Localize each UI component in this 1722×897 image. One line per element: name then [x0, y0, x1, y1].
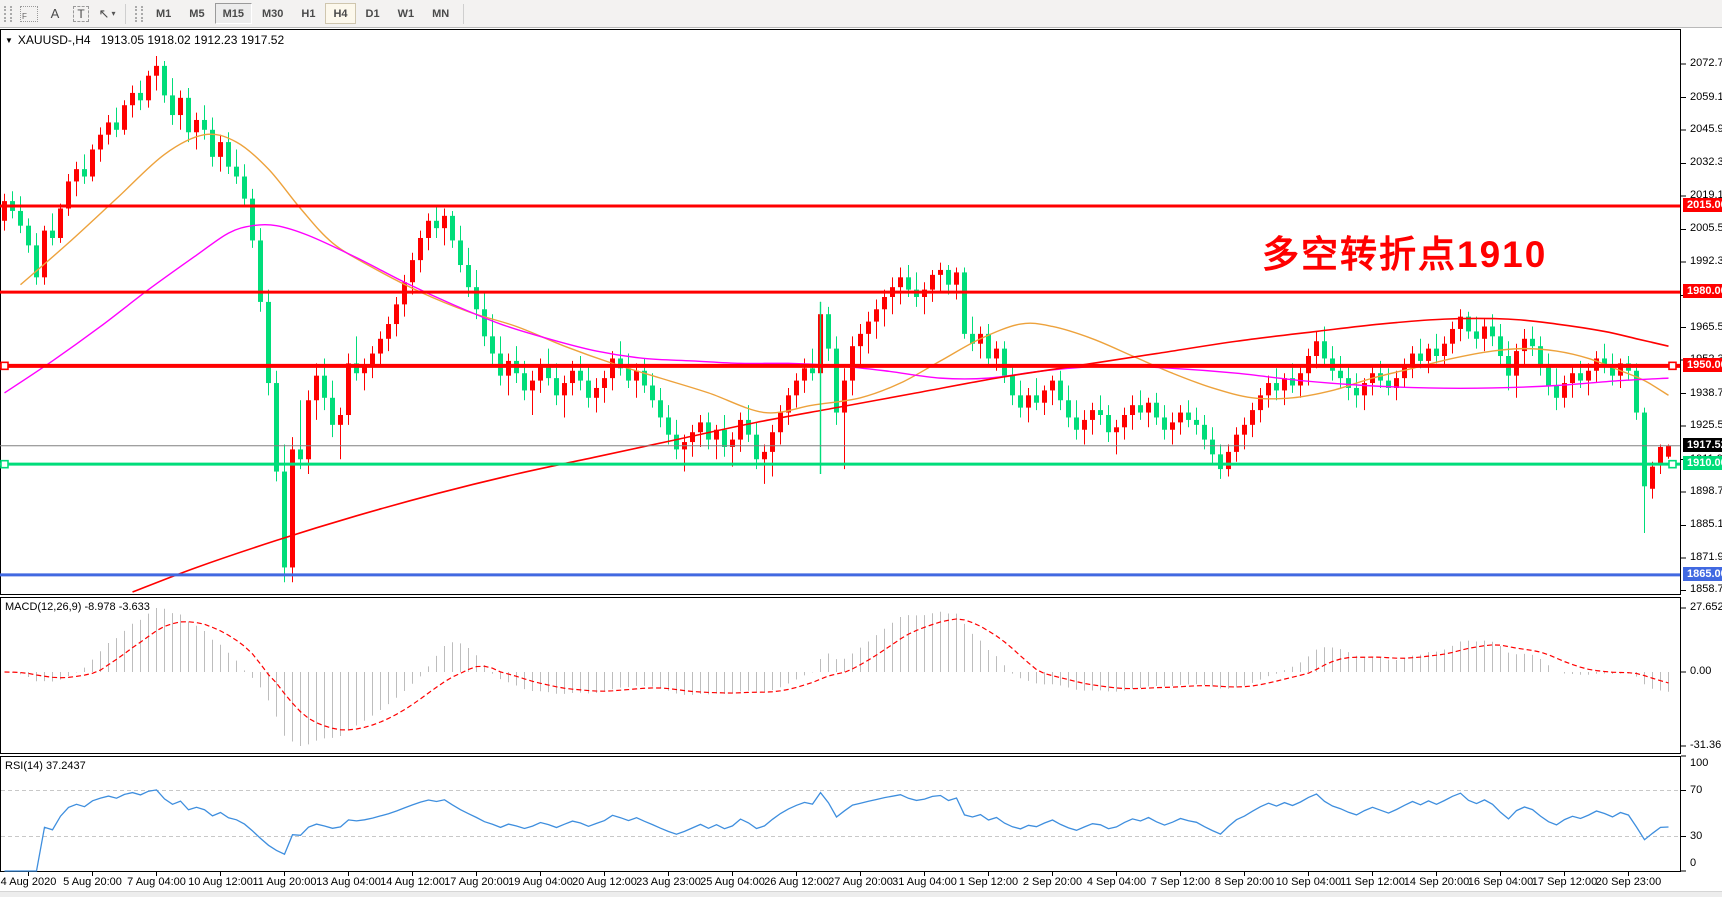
price-tick-label: 2072.70 [1690, 57, 1722, 70]
time-axis-label[interactable]: 4 Aug 2020 [0, 876, 57, 888]
toolbar-separator [125, 3, 126, 24]
time-axis-label[interactable]: 1 Sep 12:00 [958, 876, 1019, 888]
ma-medium-line [4, 223, 1669, 394]
time-axis-label[interactable]: 17 Sep 12:00 [1531, 876, 1598, 888]
toolbar-separator-end [463, 3, 465, 24]
time-axis-label[interactable]: 20 Aug 12:00 [572, 876, 637, 888]
time-axis-label[interactable]: 23 Aug 23:00 [636, 876, 701, 888]
time-axis-label[interactable]: 14 Sep 20:00 [1403, 876, 1470, 888]
current-price-label: 1917.52 [1683, 437, 1722, 452]
time-axis-label[interactable]: 25 Aug 04:00 [700, 876, 765, 888]
price-tick-label: 1871.90 [1690, 550, 1722, 563]
chart-text-annotation[interactable]: 多空转折点1910 [1262, 234, 1548, 275]
hline-price-label: 1865.00 [1683, 566, 1722, 581]
price-tick-label: 1965.50 [1690, 320, 1722, 333]
toolbar: F A T ↖ ▾ M1 M5 M15 M30 H1 H4 D1 W1 MN [0, 0, 1722, 28]
time-axis-label[interactable]: 17 Aug 20:00 [444, 876, 509, 888]
tf-button-M15[interactable]: M15 [214, 3, 252, 24]
rsi-indicator-label: RSI(14) 37.2437 [5, 760, 86, 772]
time-axis-label[interactable]: 8 Sep 20:00 [1214, 876, 1275, 888]
time-axis-label[interactable]: 14 Aug 12:00 [380, 876, 445, 888]
chart-symbol-period: XAUUSD-,H4 [17, 33, 91, 47]
chart-ohlc-values: 1913.05 1918.02 1912.23 1917.52 [100, 33, 285, 47]
tf-button-D1[interactable]: D1 [365, 7, 380, 20]
tf-button-H1[interactable]: H1 [301, 7, 316, 20]
hline-price-label: 1980.00 [1683, 284, 1722, 299]
chart-title: ▼ XAUUSD-,H4 1913.05 1918.02 1912.23 191… [5, 33, 284, 47]
tf-button-H4[interactable]: H4 [325, 3, 356, 24]
time-axis-label[interactable]: 11 Sep 12:00 [1340, 876, 1405, 888]
text-box-button[interactable]: T [71, 4, 91, 24]
time-axis-label[interactable]: 16 Sep 04:00 [1467, 876, 1534, 888]
hline-handle[interactable] [0, 459, 9, 469]
time-axis-label[interactable]: 7 Sep 12:00 [1150, 876, 1211, 888]
time-axis-label[interactable]: 10 Aug 12:00 [188, 876, 253, 888]
hline-handle[interactable] [1668, 459, 1677, 469]
price-tick-label: 1858.70 [1690, 583, 1722, 596]
chart-shift-icon: F [20, 5, 38, 22]
hline-handle[interactable] [0, 361, 9, 371]
time-axis-label[interactable]: 10 Sep 04:00 [1275, 876, 1342, 888]
price-tick-label: 2005.50 [1690, 222, 1722, 235]
time-axis-label[interactable]: 7 Aug 04:00 [127, 876, 186, 888]
rsi-scale-label: 0 [1690, 857, 1697, 869]
price-tick-label: 2045.90 [1690, 123, 1722, 136]
tf-button-M1[interactable]: M1 [156, 7, 172, 20]
tf-button-W1[interactable]: W1 [397, 7, 415, 20]
time-axis-label[interactable]: 4 Sep 04:00 [1086, 876, 1147, 888]
tf-button-MN[interactable]: MN [432, 7, 450, 20]
macd-scale-label: 0.00 [1690, 665, 1712, 677]
price-tick-label: 1938.70 [1690, 386, 1722, 399]
rsi-line [4, 789, 1669, 872]
macd-scale-label: 27.652 [1690, 601, 1722, 613]
tf-button-M5[interactable]: M5 [189, 7, 205, 20]
text-label-button[interactable]: A [45, 4, 65, 24]
rsi-scale-label: 70 [1690, 783, 1703, 796]
time-axis-label[interactable]: 31 Aug 04:00 [892, 876, 957, 888]
price-tick-label: 2019.10 [1690, 188, 1722, 201]
time-axis-label[interactable]: 27 Aug 20:00 [828, 876, 893, 888]
price-tick-label: 1885.10 [1690, 518, 1722, 531]
timeframe-toolbar: M1 M5 M15 M30 H1 H4 D1 W1 MN [147, 3, 458, 24]
time-axis-label[interactable]: 5 Aug 20:00 [63, 876, 122, 888]
time-axis-label[interactable]: 11 Aug 20:00 [252, 876, 317, 888]
hline-price-label: 1950.00 [1683, 357, 1722, 372]
macd-indicator-label: MACD(12,26,9) -8.978 -3.633 [5, 601, 150, 613]
arrow-tools-button[interactable]: ↖ ▾ [97, 4, 117, 24]
time-axis-label[interactable]: 19 Aug 04:00 [508, 876, 573, 888]
price-tick-label: 2059.10 [1690, 90, 1722, 103]
time-axis-label[interactable]: 2 Sep 20:00 [1022, 876, 1083, 888]
text-box-icon: T [73, 5, 89, 22]
symbol-dropdown-icon[interactable]: ▼ [5, 35, 13, 45]
price-tick-label: 1992.30 [1690, 254, 1722, 267]
timeframe-toolbar-handle[interactable] [135, 5, 143, 22]
tf-button-M30[interactable]: M30 [261, 7, 284, 20]
time-axis-label[interactable]: 13 Aug 04:00 [316, 876, 381, 888]
price-tick-label: 1925.50 [1690, 419, 1722, 432]
hline-price-label: 1910.00 [1683, 456, 1722, 471]
chevron-down-icon: ▾ [111, 9, 116, 18]
window-bottom-edge [0, 891, 1722, 897]
arrow-tools-icon: ↖ [98, 5, 110, 21]
toolbar-drag-handle[interactable] [4, 5, 12, 22]
text-label-icon: A [50, 6, 60, 21]
hline-price-label: 2015.00 [1683, 198, 1722, 213]
rsi-scale-label: 100 [1690, 757, 1709, 769]
ma-slow-line [132, 317, 1669, 593]
price-tick-label: 1898.70 [1690, 484, 1722, 497]
time-axis-label[interactable]: 20 Sep 23:00 [1595, 876, 1662, 888]
hline-handle[interactable] [1668, 361, 1677, 371]
price-tick-label: 2032.30 [1690, 156, 1722, 169]
time-axis-label[interactable]: 26 Aug 12:00 [764, 876, 829, 888]
macd-scale-label: -31.361 [1690, 739, 1722, 751]
chart-shift-button[interactable]: F [19, 4, 39, 24]
rsi-scale-label: 30 [1690, 829, 1703, 842]
